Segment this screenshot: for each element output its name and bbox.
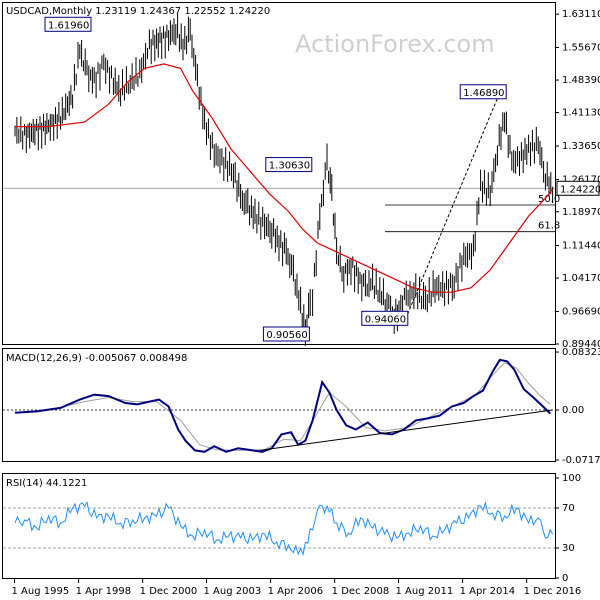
price-annotation-label: 1.46890: [463, 88, 504, 99]
price-y-tick-label: 0.89440: [562, 339, 600, 350]
macd-y-tick-label: 0.083235: [562, 347, 600, 358]
macd-y-tick-label: -0.071752: [562, 455, 600, 466]
price-y-tick-label: 1.48390: [562, 75, 600, 86]
price-y-tick-label: 0.96690: [562, 307, 600, 318]
macd-y-tick-label: 0.00: [562, 405, 584, 416]
price-annotation-box: [262, 326, 310, 342]
price-y-tick-label: 1.11440: [562, 240, 600, 251]
rsi-y-tick-label: 30: [562, 543, 575, 554]
fib-label: 50.0: [538, 194, 560, 205]
price-y-tick-label: 1.04170: [562, 273, 600, 284]
moving-average-line: [15, 63, 554, 293]
price-layer: 1.63110 1.55670 1.48390 1.41130 1.33650 1.261…: [3, 9, 600, 350]
x-tick-label: 1 Apr 1998: [76, 586, 131, 597]
rsi-panel-frame: [2, 473, 556, 579]
rsi-layer: 100 70 30 0: [3, 473, 581, 584]
last-price-box: [556, 180, 600, 196]
price-annotation-label: 1.30630: [269, 161, 310, 172]
price-trendline: [403, 86, 503, 324]
macd-line: [14, 358, 551, 453]
fib-label: 61.8: [538, 221, 560, 232]
rsi-y-tick-label: 70: [562, 503, 575, 514]
price-y-tick-label: 1.18970: [562, 207, 600, 218]
macd-title: MACD(12,26,9) -0.005067 0.008498: [6, 353, 187, 364]
price-title: USDCAD,Monthly 1.23119 1.24367 1.22552 1…: [6, 6, 270, 17]
last-price-label: 1.24220: [560, 184, 600, 195]
price-annotation-box: [361, 310, 409, 326]
price-y-tick-label: 1.26170: [562, 175, 600, 186]
price-y-tick-label: 1.55670: [562, 42, 600, 53]
rsi-y-tick-label: 100: [562, 473, 581, 484]
price-annotation-label: 0.94060: [365, 314, 406, 325]
x-tick-label: 1 Aug 1995: [12, 586, 70, 597]
x-axis: 1 Aug 1995 1 Apr 1998 1 Dec 2000 1 Aug 2003…: [12, 578, 582, 597]
price-annotation-box: [265, 157, 313, 173]
x-tick-label: 1 Dec 2008: [332, 586, 390, 597]
price-annotation-label: 0.90560: [266, 330, 307, 341]
macd-trendline: [259, 409, 553, 451]
watermark: ActionForex.com: [295, 30, 495, 58]
price-y-tick-label: 1.41130: [562, 108, 600, 119]
macd-signal-line: [14, 362, 551, 451]
price-panel-frame: [2, 2, 556, 345]
price-annotation-label: 1.61960: [48, 20, 89, 31]
price-annotation-box: [459, 84, 507, 100]
x-tick-label: 1 Apr 2014: [460, 586, 515, 597]
x-tick-label: 1 Dec 2016: [524, 586, 582, 597]
price-y-tick-label: 1.33650: [562, 141, 600, 152]
macd-panel-frame: [2, 348, 556, 462]
x-tick-label: 1 Aug 2003: [204, 586, 262, 597]
rsi-y-tick-label: 0: [562, 573, 568, 584]
macd-layer: 0.083235 0.00 -0.071752: [3, 347, 600, 466]
price-y-tick-label: 1.63110: [562, 9, 600, 20]
x-tick-label: 1 Aug 2011: [396, 586, 454, 597]
rsi-line: [14, 500, 554, 557]
price-annotation-box: [44, 16, 92, 32]
x-tick-label: 1 Dec 2000: [140, 586, 198, 597]
x-tick-label: 1 Apr 2006: [268, 586, 323, 597]
rsi-title: RSI(14) 44.1221: [6, 478, 87, 489]
